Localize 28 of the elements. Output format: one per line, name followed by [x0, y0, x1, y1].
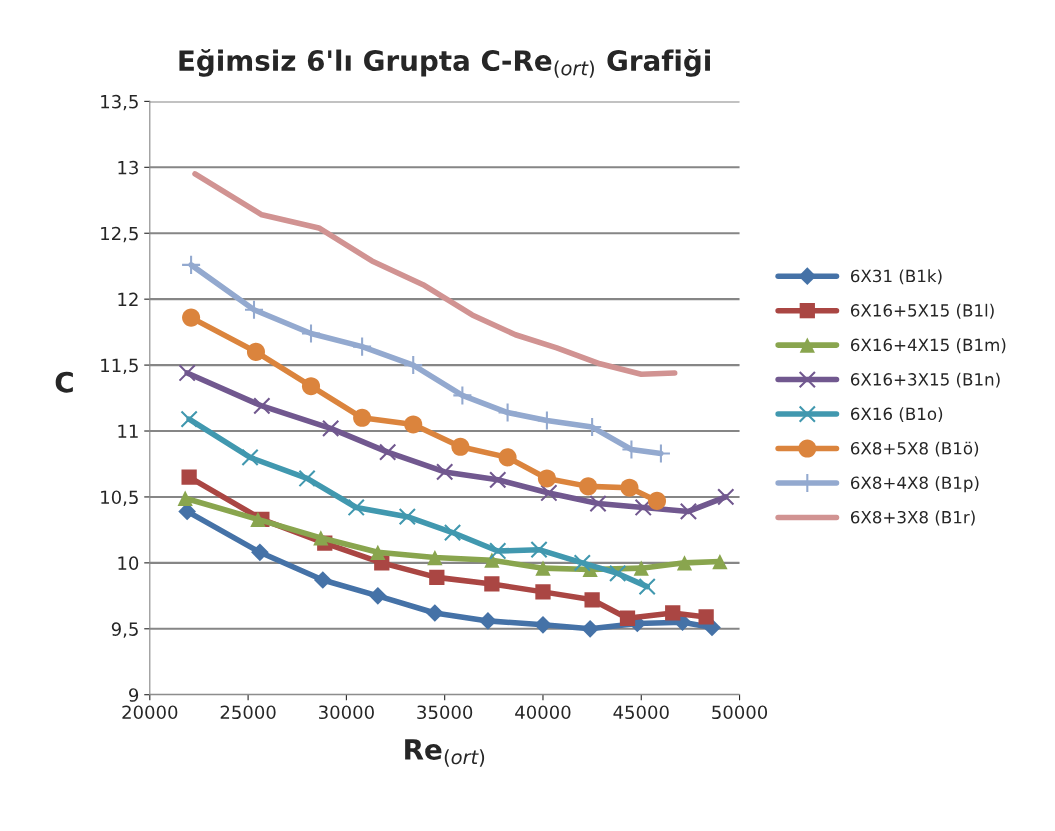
x-tick-label: 20000: [122, 705, 178, 720]
legend-label: 6X16+3X15 (B1n): [850, 372, 1000, 388]
y-tick-label: 9,5: [111, 622, 138, 638]
x-axis-title: Re$_{(ort)}$: [405, 739, 485, 767]
legend-label: 6X16+5X15 (B1l): [850, 303, 994, 319]
y-tick-label: 12: [118, 292, 138, 307]
chart-title: Eğimsiz 6'lı Grupta C-Re$_{(ort)}$ Grafiği: [179, 48, 710, 78]
x-tick-label: 45000: [613, 705, 669, 720]
y-tick-label: 11,5: [101, 358, 138, 375]
x-tick-label: 50000: [712, 705, 768, 720]
y-tick-label: 13,5: [101, 94, 138, 111]
legend-label: 6X31 (B1k): [850, 269, 942, 285]
legend-label: 6X8+3X8 (B1r): [850, 510, 975, 526]
x-tick-label: 25000: [220, 705, 276, 720]
legend-label: 6X8+5X8 (B1ö): [850, 441, 979, 457]
legend-label: 6X16 (B1o): [850, 407, 943, 423]
y-tick-label: 9: [129, 688, 139, 702]
y-axis-title: C: [55, 371, 73, 393]
y-tick-label: 11: [118, 424, 138, 438]
y-tick-label: 12,5: [101, 226, 138, 243]
legend-label: 6X8+4X8 (B1p): [850, 476, 979, 493]
x-tick-label: 40000: [515, 705, 571, 720]
x-tick-label: 35000: [417, 705, 473, 720]
x-tick-label: 30000: [319, 705, 374, 720]
y-tick-label: 10: [118, 556, 139, 570]
legend-label: 6X16+4X15 (B1m): [850, 338, 1006, 354]
y-tick-label: 10,5: [101, 490, 138, 506]
y-tick-label: 13: [118, 160, 138, 175]
